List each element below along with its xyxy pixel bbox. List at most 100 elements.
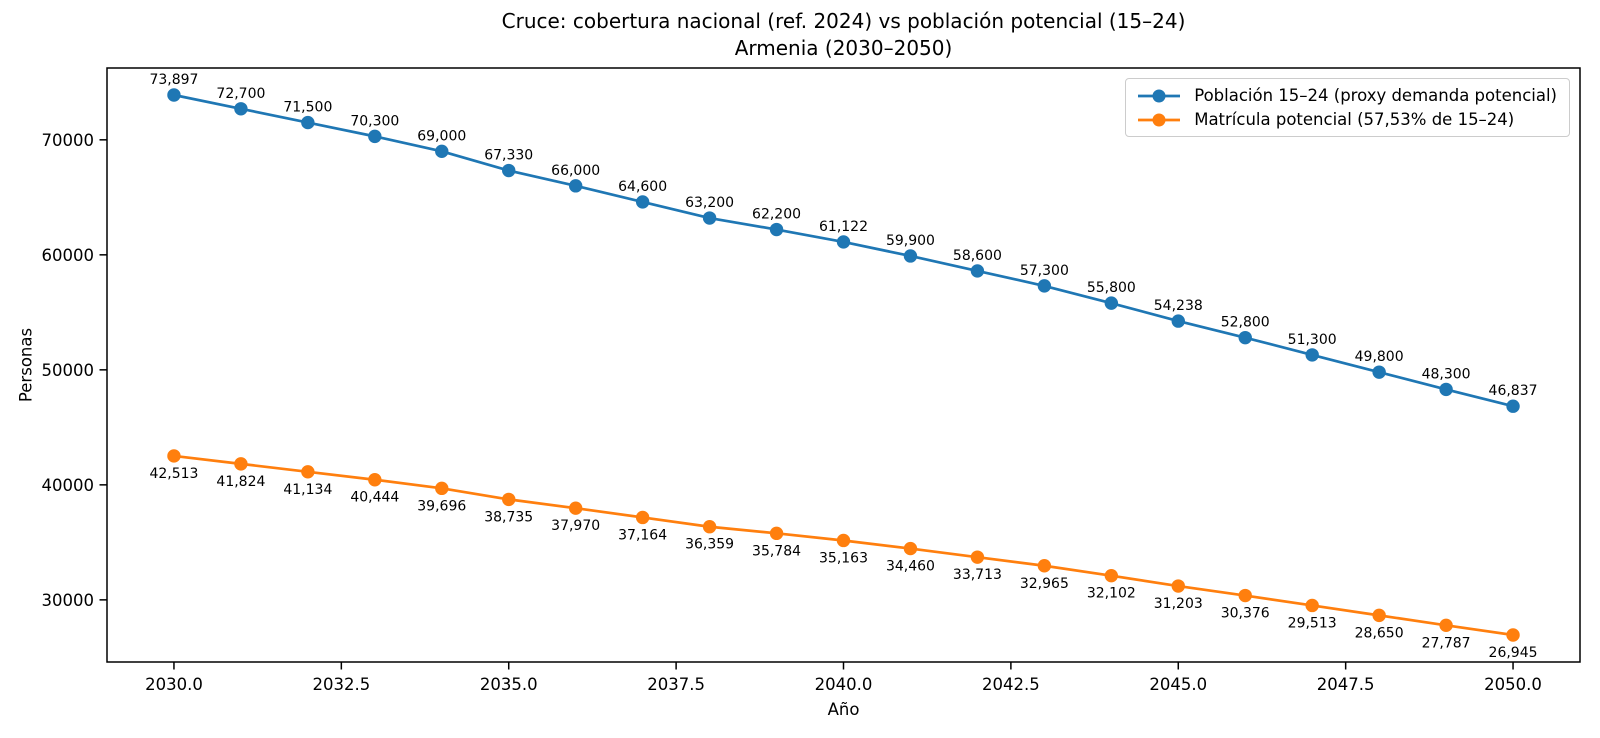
data-point-label: 38,735: [484, 509, 533, 525]
data-point-marker: [1104, 568, 1119, 583]
legend-line-marker-icon: [1138, 113, 1181, 126]
chart-title: Cruce: cobertura nacional (ref. 2024) vs…: [107, 8, 1580, 62]
data-point-marker: [234, 102, 248, 116]
data-point-label: 70,300: [350, 113, 399, 129]
data-point-label: 27,787: [1422, 635, 1471, 651]
data-point-marker: [368, 129, 382, 144]
data-point-label: 72,700: [216, 86, 265, 102]
data-point-label: 32,102: [1087, 586, 1136, 602]
data-point-label: 73,897: [149, 72, 198, 88]
data-point-marker: [903, 541, 918, 556]
data-point-marker: [234, 457, 248, 471]
data-point-label: 29,513: [1288, 615, 1337, 631]
legend-entry-matricula: Matrícula potencial (57,53% de 15–24): [1136, 110, 1557, 129]
data-point-marker: [502, 492, 516, 507]
legend-entry-poblacion: Población 15–24 (proxy demanda potencial…: [1136, 86, 1557, 105]
data-point-label: 35,784: [752, 543, 801, 559]
data-point-label: 62,200: [752, 207, 801, 223]
data-point-label: 57,300: [1020, 263, 1069, 279]
data-point-marker: [568, 179, 583, 193]
data-point-label: 63,200: [685, 195, 734, 211]
data-point-label: 52,800: [1221, 315, 1270, 331]
x-tick-label: 2045.0: [1149, 675, 1207, 694]
data-point-label: 31,203: [1154, 596, 1203, 612]
data-point-label: 36,359: [685, 537, 734, 553]
data-point-label: 58,600: [953, 248, 1002, 264]
data-point-label: 34,460: [886, 559, 935, 575]
data-point-label: 42,513: [149, 466, 198, 482]
data-point-marker: [970, 550, 985, 564]
data-point-marker: [167, 88, 181, 102]
data-point-marker: [635, 195, 650, 209]
data-point-label: 51,300: [1288, 332, 1337, 348]
axes-spines: [106, 67, 1581, 663]
legend-line-marker-icon: [1138, 89, 1181, 102]
data-point-label: 30,376: [1221, 606, 1270, 622]
data-point-label: 33,713: [953, 567, 1002, 583]
data-point-marker: [435, 481, 449, 496]
x-tick-label: 2030.0: [145, 675, 203, 694]
y-axis-label: Personas: [16, 327, 36, 403]
data-point-marker: [1104, 296, 1119, 310]
data-point-marker: [167, 449, 181, 463]
data-point-marker: [1171, 314, 1185, 328]
data-point-label: 48,300: [1422, 366, 1471, 382]
data-point-marker: [1439, 382, 1453, 397]
chart-title-line-1: Cruce: cobertura nacional (ref. 2024) vs…: [501, 9, 1186, 33]
data-point-marker: [1506, 399, 1520, 413]
data-point-marker: [769, 526, 784, 541]
data-point-label: 55,800: [1087, 280, 1136, 296]
data-point-label: 49,800: [1355, 349, 1404, 365]
data-point-label: 59,900: [886, 233, 935, 249]
data-point-marker: [635, 510, 650, 525]
data-point-marker: [1305, 348, 1319, 362]
data-point-marker: [1506, 628, 1520, 642]
data-point-marker: [1372, 608, 1386, 623]
data-point-marker: [769, 222, 784, 237]
y-tick-label: 70000: [42, 131, 95, 150]
data-point-label: 37,970: [551, 518, 600, 534]
data-point-label: 64,600: [618, 179, 667, 195]
x-tick-label: 2035.0: [480, 675, 538, 694]
data-point-label: 69,000: [417, 128, 466, 144]
y-tick-label: 30000: [42, 591, 95, 610]
data-point-label: 46,837: [1489, 383, 1538, 399]
chart-title-line-2: Armenia (2030–2050): [734, 36, 953, 60]
x-tick-label: 2040.0: [815, 675, 873, 694]
data-point-label: 28,650: [1355, 625, 1404, 641]
data-point-label: 40,444: [350, 490, 399, 506]
data-point-marker: [502, 163, 516, 178]
legend: Población 15–24 (proxy demanda potencial…: [1125, 78, 1570, 137]
data-point-label: 71,500: [283, 100, 332, 116]
data-point-marker: [702, 211, 717, 225]
data-point-marker: [1238, 330, 1252, 345]
y-tick-label: 40000: [42, 476, 95, 495]
data-point-marker: [702, 520, 717, 534]
data-point-marker: [836, 533, 851, 548]
data-point-marker: [1037, 559, 1052, 573]
x-tick-label: 2050.0: [1484, 675, 1542, 694]
data-point-label: 61,122: [819, 219, 868, 235]
legend-label-matricula: Matrícula potencial (57,53% de 15–24): [1194, 110, 1515, 129]
x-tick-label: 2042.5: [982, 675, 1040, 694]
x-tick-label: 2047.5: [1317, 675, 1375, 694]
data-point-marker: [1238, 588, 1252, 603]
data-point-marker: [1171, 579, 1185, 593]
data-point-marker: [836, 235, 851, 249]
data-point-marker: [970, 264, 985, 278]
data-point-label: 32,965: [1020, 576, 1069, 592]
data-point-label: 39,696: [417, 498, 466, 514]
data-point-marker: [368, 473, 382, 487]
y-tick-label: 50000: [42, 361, 95, 380]
legend-label-poblacion: Población 15–24 (proxy demanda potencial…: [1194, 86, 1557, 105]
data-point-marker: [301, 465, 315, 479]
data-point-label: 67,330: [484, 148, 533, 164]
data-point-label: 66,000: [551, 163, 600, 179]
data-point-label: 41,134: [283, 482, 332, 498]
data-point-marker: [903, 249, 918, 263]
data-point-marker: [1372, 365, 1386, 379]
data-point-label: 37,164: [618, 527, 667, 543]
data-point-marker: [1037, 279, 1052, 293]
